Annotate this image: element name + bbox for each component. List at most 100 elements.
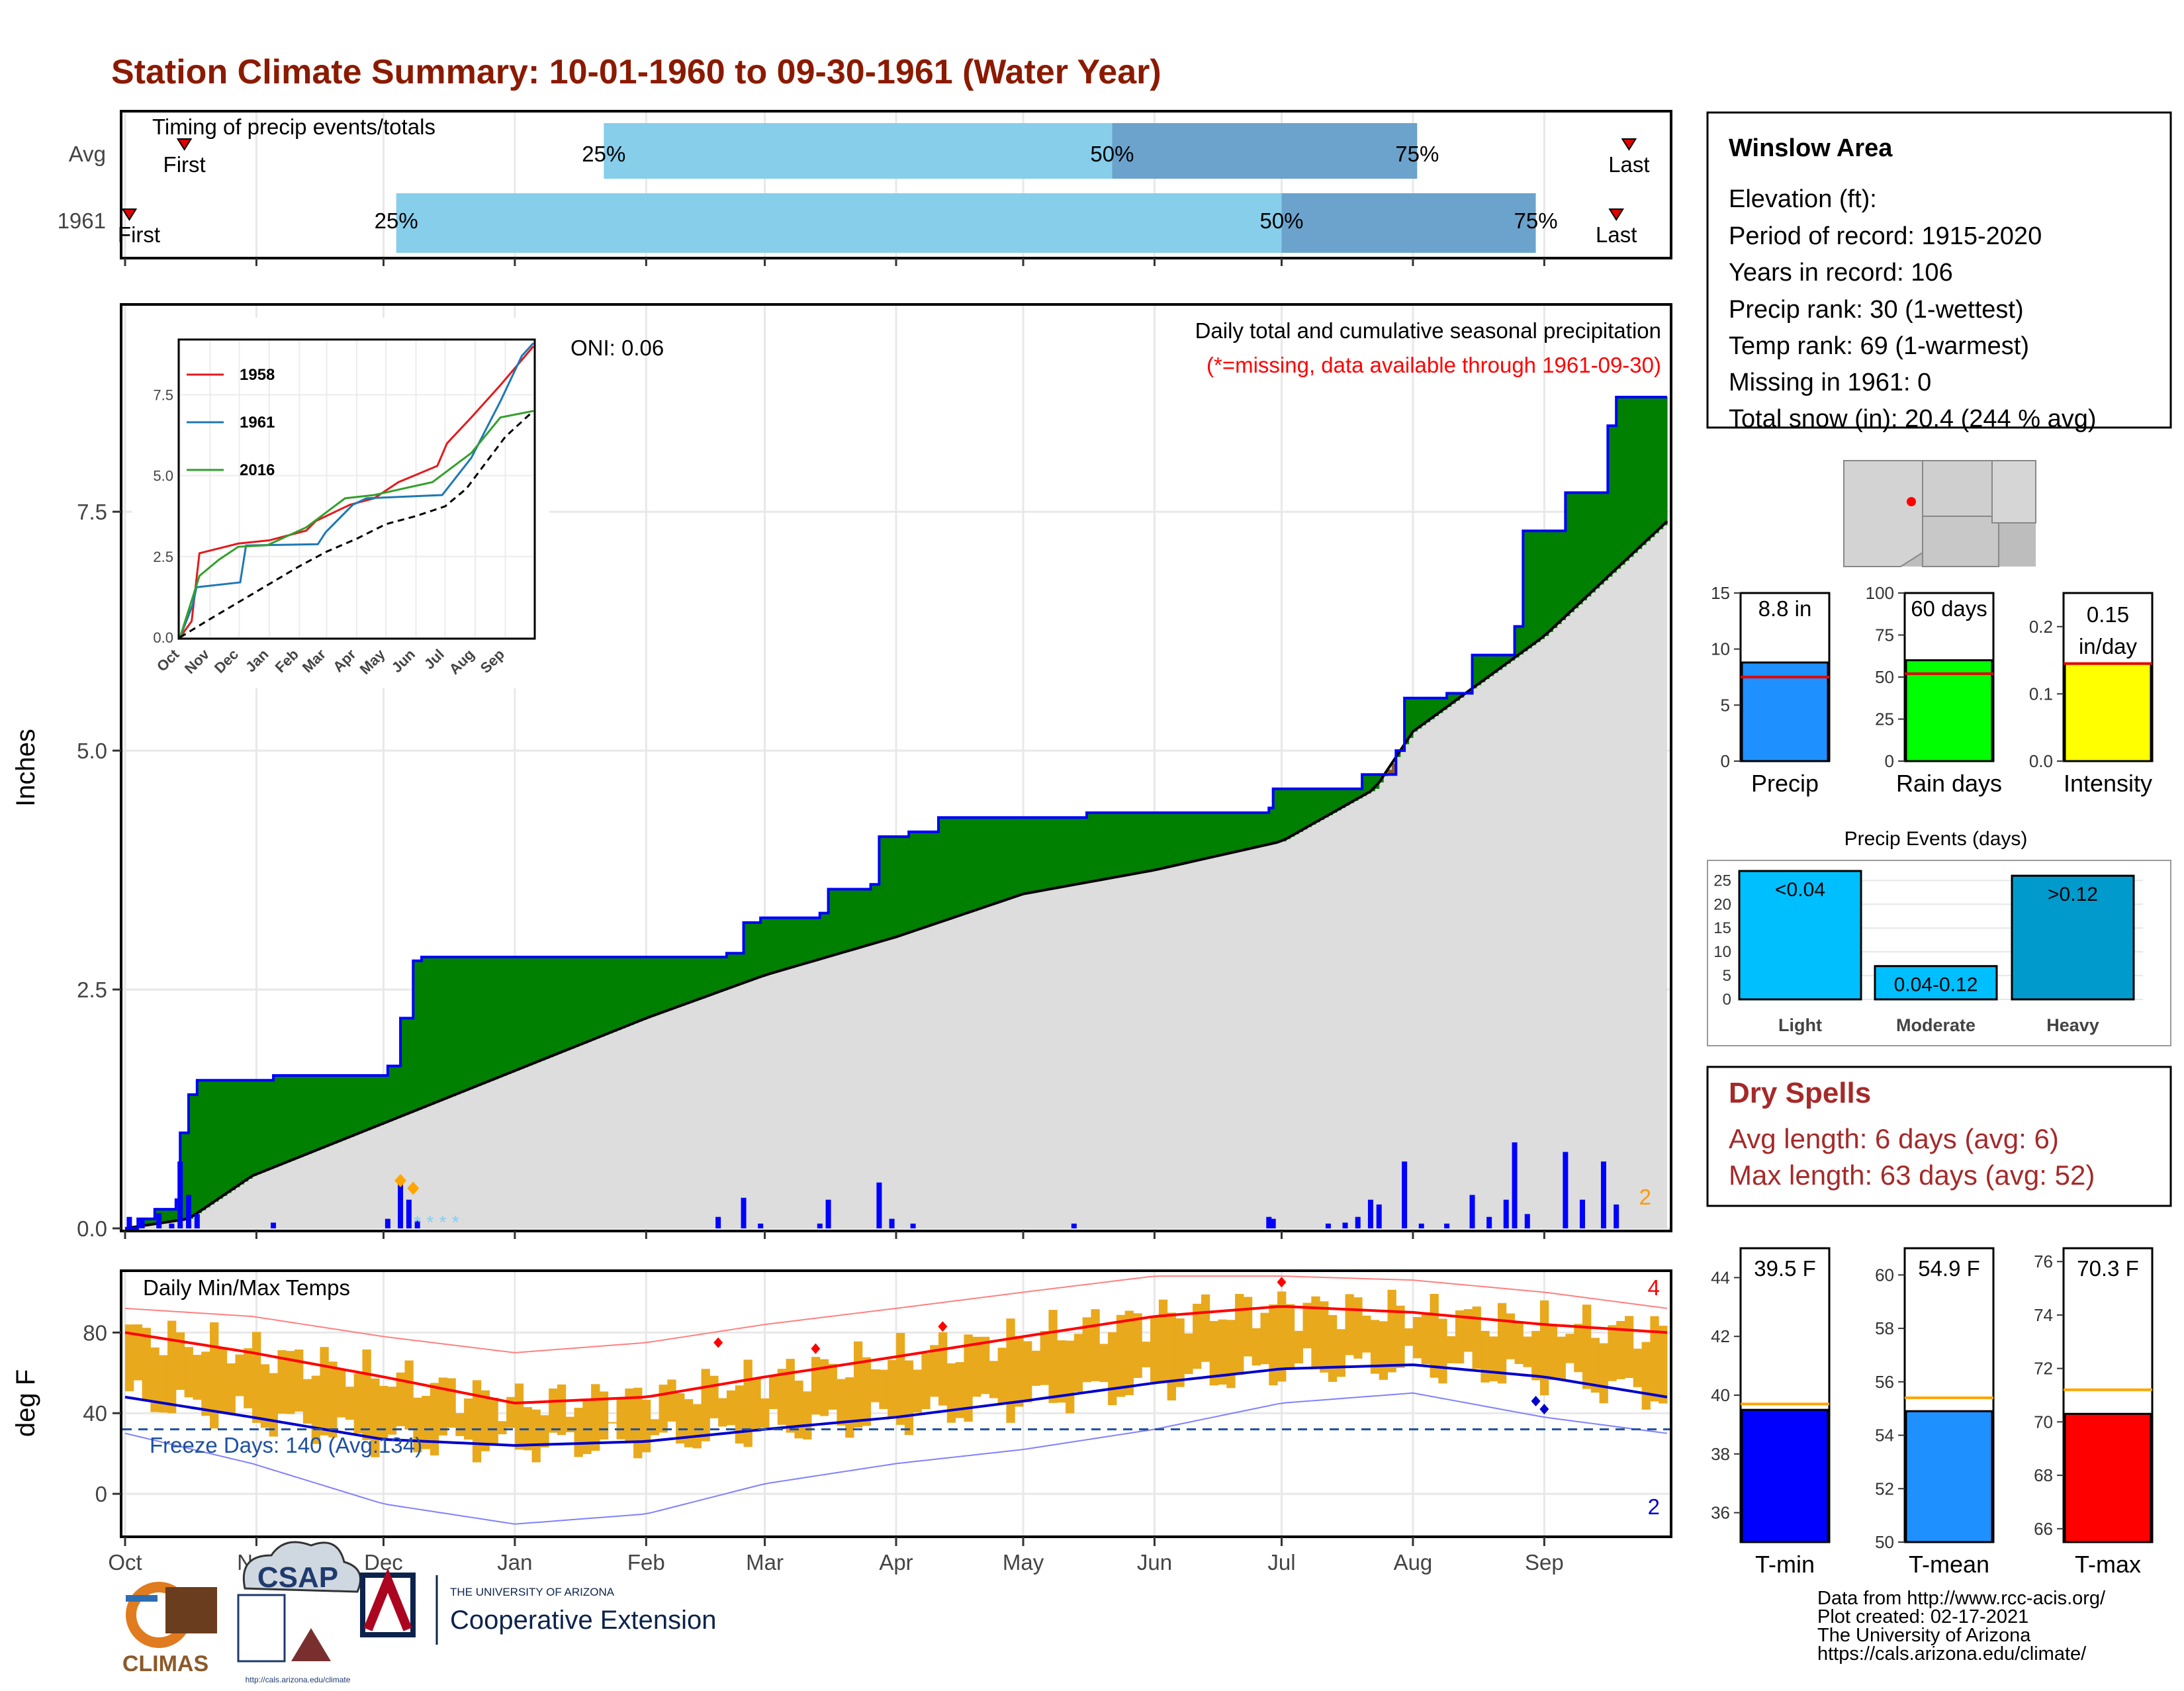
- precip-surplus-fill: [739, 953, 745, 985]
- temp-summary-axis-label: T-mean: [1909, 1551, 1989, 1578]
- daily-temp-bar: [1523, 1336, 1532, 1367]
- precip-surplus-fill: [1015, 817, 1020, 897]
- daily-precip-bar: [715, 1216, 721, 1228]
- summary-rain-days-tick-label: 0: [1885, 751, 1894, 771]
- daily-precip-bar: [876, 1182, 882, 1228]
- daily-temp-bar: [1370, 1320, 1380, 1374]
- precip-surplus-fill: [1277, 788, 1283, 843]
- precip-surplus-fill: [968, 817, 973, 913]
- temp-summary-t-min-tick-label: 42: [1711, 1326, 1730, 1346]
- daily-temp-bar: [1548, 1324, 1558, 1381]
- precip-surplus-fill: [1612, 426, 1617, 573]
- summary-intensity-tick-label: 0.0: [2029, 751, 2053, 771]
- daily-temp-bar: [1438, 1318, 1447, 1384]
- footer-line: Data from http://www.rcc-acis.org/: [1817, 1588, 2106, 1609]
- daily-precip-bar: [910, 1223, 916, 1228]
- precip-surplus-fill: [244, 1080, 249, 1182]
- precip-surplus-fill: [1472, 655, 1477, 689]
- precip-surplus-fill: [426, 956, 431, 1107]
- precip-surplus-fill: [1531, 531, 1537, 645]
- daily-precip-bar: [398, 1180, 404, 1228]
- precip-surplus-fill: [955, 817, 960, 917]
- precip-surplus-fill: [819, 913, 825, 960]
- temp-y-tick-label: 0: [95, 1482, 107, 1506]
- precip-heading: Daily total and cumulative seasonal prec…: [1195, 318, 1661, 343]
- daily-temp-bar: [1040, 1330, 1049, 1385]
- daily-temp-bar: [472, 1380, 482, 1463]
- station-line: Elevation (ft):: [1729, 185, 1877, 213]
- climas-logo-stripe: [126, 1595, 158, 1602]
- daily-temp-bar: [489, 1398, 498, 1446]
- precip-surplus-fill: [1205, 812, 1210, 859]
- precip-surplus-fill: [731, 953, 736, 987]
- daily-precip-bar: [1486, 1216, 1492, 1228]
- precip-surplus-fill: [468, 956, 473, 1089]
- precip-surplus-fill: [612, 956, 617, 1032]
- inset-series-line: [179, 410, 535, 639]
- precip-surplus-fill: [960, 817, 965, 916]
- inset-y-tick-label: 5.0: [153, 468, 173, 484]
- temp-summary-value-label: 39.5 F: [1754, 1256, 1816, 1281]
- daily-temp-bar: [1057, 1340, 1066, 1403]
- precip-surplus-fill: [909, 831, 914, 933]
- precip-surplus-fill: [1171, 812, 1177, 866]
- events-y-tick-label: 20: [1713, 895, 1731, 913]
- first-marker-icon: [121, 208, 138, 221]
- map-neighbor-state: [1922, 460, 1993, 517]
- daily-temp-bar: [175, 1332, 185, 1390]
- first-marker-icon: [176, 138, 193, 151]
- daily-temp-bar: [1539, 1300, 1549, 1396]
- daily-precip-bar: [385, 1218, 390, 1228]
- daily-temp-bar: [904, 1360, 914, 1436]
- precip-surplus-fill: [743, 923, 749, 983]
- page-title: Station Climate Summary: 10-01-1960 to 0…: [111, 53, 1161, 91]
- daily-temp-bar: [159, 1355, 168, 1413]
- climas-logo-block: [165, 1587, 217, 1633]
- precip-surplus-fill: [1137, 812, 1142, 874]
- daily-temp-bar: [1480, 1330, 1490, 1383]
- precip-surplus-fill: [1493, 655, 1498, 673]
- precip-surplus-fill: [1222, 812, 1227, 855]
- precip-surplus-fill: [1637, 396, 1643, 549]
- daily-temp-bar: [1472, 1306, 1481, 1369]
- precip-surplus-fill: [565, 956, 570, 1051]
- precip-surplus-fill: [345, 1075, 350, 1139]
- daily-temp-bar: [879, 1369, 888, 1409]
- precip-surplus-fill: [1175, 812, 1181, 866]
- missing-star-icon: *: [414, 1212, 421, 1232]
- record-high-marker-icon: [811, 1343, 821, 1354]
- precip-surplus-fill: [1548, 531, 1553, 632]
- timing-pct-label: 50%: [1090, 142, 1134, 166]
- precip-surplus-fill: [1197, 812, 1202, 861]
- summary-value-label: 60 days: [1911, 596, 1987, 621]
- precip-surplus-fill: [1514, 626, 1520, 658]
- precip-surplus-fill: [815, 917, 821, 961]
- precip-surplus-fill: [1645, 396, 1651, 541]
- station-info-box: Winslow Area Elevation (ft): Period of r…: [1706, 111, 2172, 433]
- precip-surplus-fill: [1624, 396, 1629, 561]
- precip-deficit-fill: [1391, 763, 1396, 775]
- daily-temp-bar: [244, 1348, 253, 1408]
- temp-summary-t-max-tick-label: 72: [2034, 1359, 2053, 1379]
- daily-temp-bar: [549, 1388, 558, 1433]
- precip-surplus-fill: [1251, 812, 1257, 848]
- precip-surplus-fill: [726, 953, 731, 989]
- daily-temp-bar: [803, 1391, 812, 1440]
- daily-temp-bar: [184, 1347, 193, 1398]
- events-bar: [1874, 965, 1998, 1001]
- precip-surplus-fill: [1345, 788, 1350, 806]
- daily-temp-bar: [913, 1369, 922, 1413]
- dry-spells-title: Dry Spells: [1729, 1077, 1871, 1109]
- daily-temp-bar: [1506, 1313, 1516, 1359]
- daily-temp-bar: [328, 1361, 338, 1438]
- daily-temp-bar: [1167, 1312, 1176, 1400]
- timing-label: Timing of precip events/totals: [152, 114, 435, 139]
- precip-surplus-fill: [756, 923, 761, 979]
- daily-temp-bar: [735, 1385, 745, 1444]
- temp-summary-t-mean-tick-label: 54: [1875, 1426, 1894, 1445]
- precip-surplus-fill: [413, 960, 418, 1112]
- temp-summary-t-max-tick-label: 70: [2034, 1412, 2053, 1432]
- daily-temp-bar: [989, 1361, 999, 1398]
- precip-surplus-fill: [807, 917, 812, 963]
